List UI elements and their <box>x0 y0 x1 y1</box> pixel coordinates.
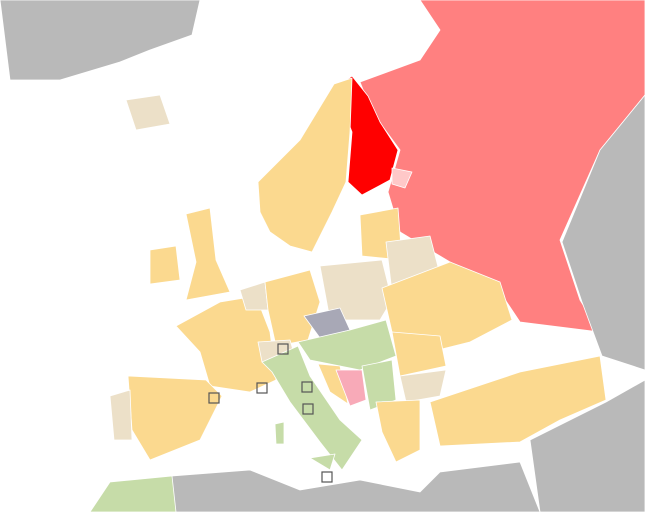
ireland[interactable] <box>149 245 181 285</box>
microstate-marker[interactable] <box>301 381 313 393</box>
microstate-marker[interactable] <box>256 382 268 394</box>
central-asia[interactable] <box>561 94 645 371</box>
romania[interactable] <box>391 331 447 377</box>
iceland[interactable] <box>125 94 171 131</box>
middle-east[interactable] <box>529 379 645 512</box>
serbia[interactable] <box>361 359 397 411</box>
france[interactable] <box>175 295 277 393</box>
united-kingdom[interactable] <box>185 207 231 301</box>
sardinia[interactable] <box>274 421 285 445</box>
portugal[interactable] <box>109 389 133 441</box>
greenland[interactable] <box>0 0 201 81</box>
karelia-region[interactable] <box>391 167 413 189</box>
italy[interactable] <box>261 345 363 471</box>
turkey[interactable] <box>429 355 607 447</box>
microstate-marker[interactable] <box>277 343 289 355</box>
north-africa[interactable] <box>171 461 541 512</box>
microstate-marker[interactable] <box>302 403 314 415</box>
microstate-marker[interactable] <box>321 471 333 483</box>
bosnia[interactable] <box>335 369 367 407</box>
microstate-marker[interactable] <box>208 392 220 404</box>
greece[interactable] <box>375 399 421 463</box>
bulgaria[interactable] <box>399 369 447 403</box>
sicily[interactable] <box>309 453 336 471</box>
algeria[interactable] <box>89 475 177 512</box>
norway-sweden[interactable] <box>257 77 353 253</box>
